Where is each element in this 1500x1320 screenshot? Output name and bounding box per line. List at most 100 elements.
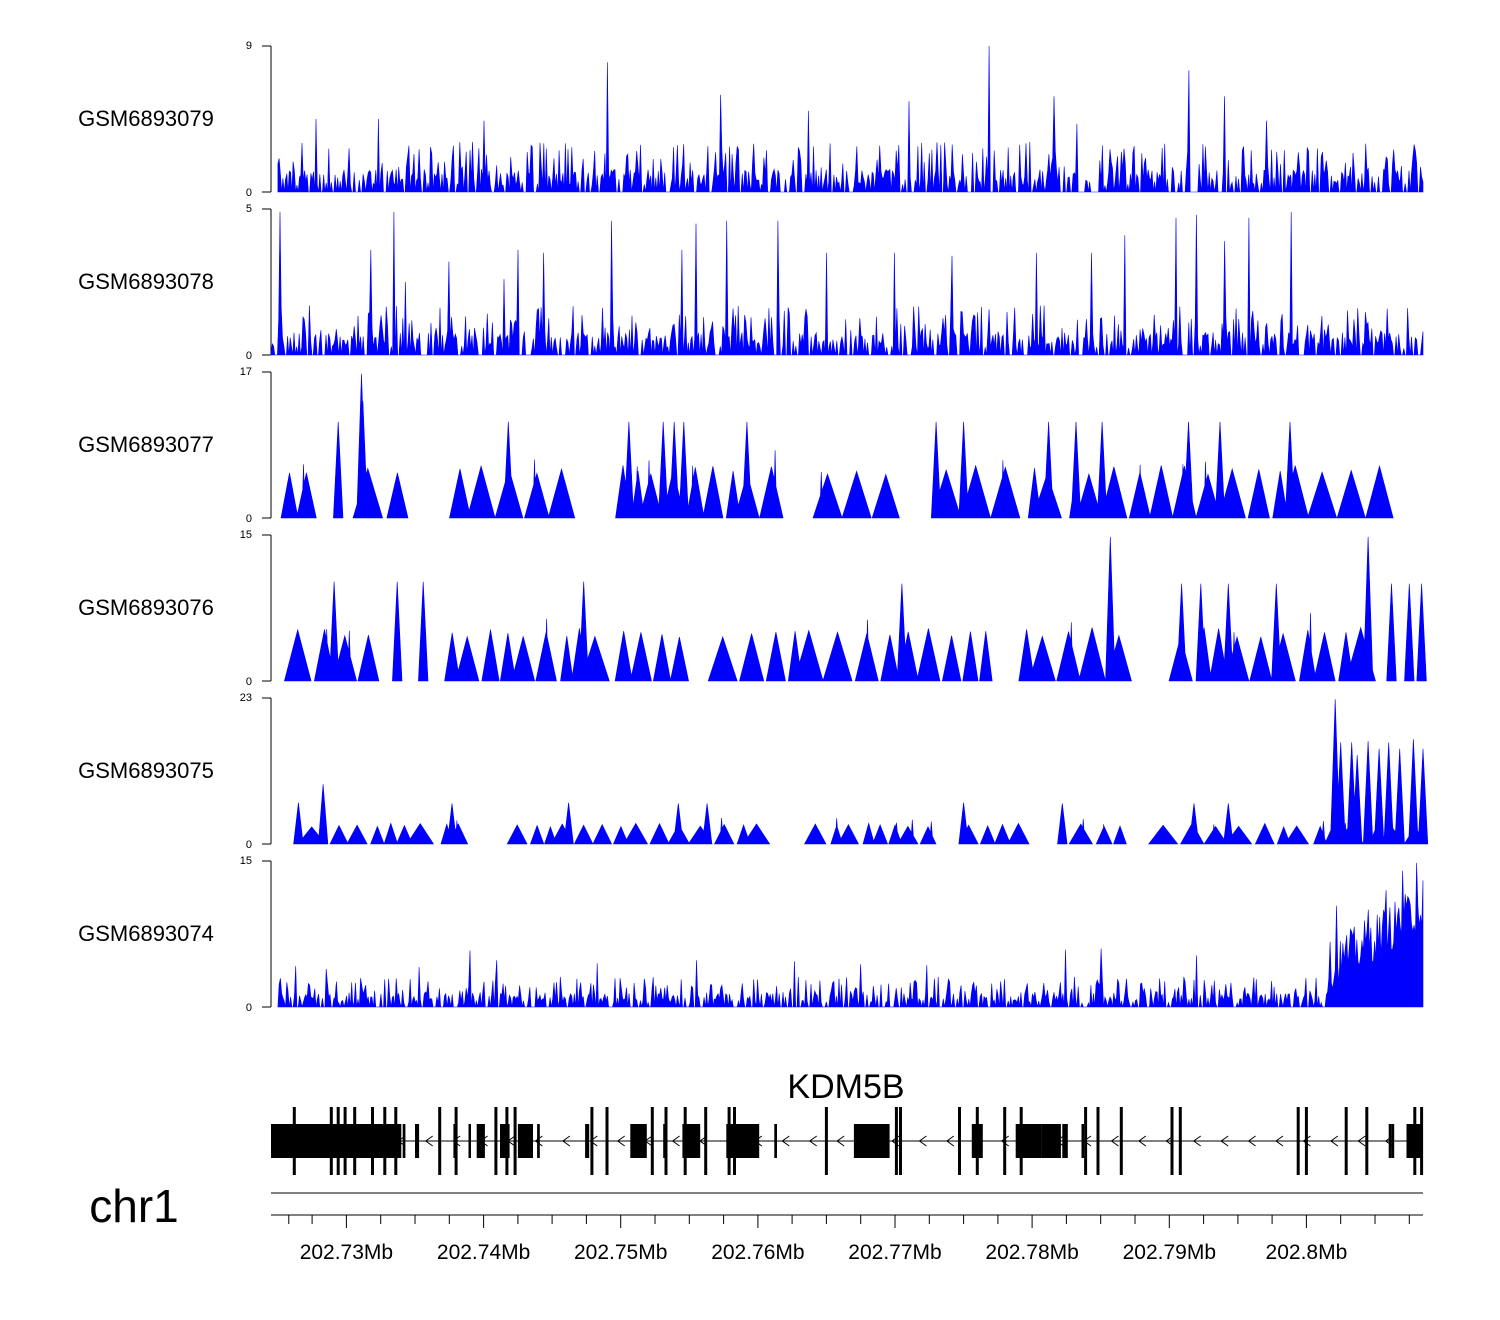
exon — [1081, 1124, 1084, 1158]
track-label: GSM6893077 — [78, 432, 214, 457]
signal-track: GSM6893077 17 0 — [78, 366, 1394, 525]
strand-arrow — [424, 1135, 434, 1147]
signal-track: GSM6893078 5 0 — [78, 203, 1424, 362]
exon — [630, 1124, 647, 1158]
strand-arrow — [1302, 1135, 1311, 1147]
exon-tick — [343, 1107, 347, 1175]
exon-tick — [894, 1107, 898, 1175]
gene-model — [271, 1107, 1424, 1175]
y-tick-label-max: 5 — [246, 203, 252, 215]
signal-area — [293, 699, 1429, 845]
exon — [402, 1124, 406, 1158]
signal-area — [280, 373, 1394, 519]
y-tick-label-max: 15 — [240, 529, 252, 541]
track-label: GSM6893076 — [78, 595, 214, 620]
y-tick-label-max: 23 — [240, 692, 252, 704]
strand-arrow — [1357, 1135, 1366, 1147]
axis-tick-label: 202.74Mb — [437, 1241, 530, 1264]
strand-arrow — [1247, 1135, 1256, 1147]
exon-tick — [704, 1107, 708, 1175]
exon — [1015, 1124, 1042, 1158]
signal-area — [284, 536, 1427, 682]
strand-arrow — [781, 1135, 790, 1147]
exon-tick — [958, 1107, 961, 1175]
exon-tick — [590, 1107, 594, 1175]
gene-track: KDM5B — [271, 1068, 1424, 1175]
signal-track: GSM6893076 15 0 — [78, 529, 1427, 688]
strand-arrow — [534, 1135, 543, 1147]
exon — [853, 1124, 890, 1158]
track-label: GSM6893079 — [78, 106, 214, 131]
exon-tick — [1413, 1107, 1417, 1175]
exon-tick — [1344, 1107, 1348, 1175]
exon — [585, 1124, 590, 1158]
signal-track: GSM6893075 23 0 — [78, 692, 1429, 851]
strand-arrow — [616, 1135, 626, 1147]
exon-tick — [1084, 1107, 1088, 1175]
exon-tick — [1178, 1107, 1182, 1175]
exon — [726, 1124, 760, 1158]
exon — [1062, 1124, 1068, 1158]
track-label: GSM6893078 — [78, 269, 214, 294]
axis-tick-label: 202.77Mb — [848, 1241, 941, 1264]
exon-tick — [1119, 1107, 1123, 1175]
axis-tick-label: 202.76Mb — [711, 1241, 804, 1264]
axis-tick-label: 202.78Mb — [985, 1241, 1078, 1264]
exon — [517, 1124, 533, 1158]
strand-arrow — [1329, 1135, 1339, 1147]
y-tick-label-max: 9 — [246, 40, 252, 52]
chromosome-label: chr1 — [89, 1180, 178, 1232]
exon-tick — [454, 1107, 458, 1175]
exon-tick — [438, 1107, 442, 1175]
exon-tick — [371, 1107, 374, 1175]
exon — [1041, 1124, 1061, 1158]
track-label: GSM6893075 — [78, 758, 214, 783]
genome-axis: chr1 202.73Mb 202.74Mb 202.75Mb 202.76Mb 202… — [89, 1180, 1423, 1264]
strand-arrow — [1110, 1135, 1119, 1147]
strand-arrow — [671, 1135, 680, 1147]
strand-arrow — [836, 1135, 845, 1147]
exon — [1388, 1124, 1392, 1158]
strand-arrow — [1000, 1135, 1010, 1147]
exon-tick — [664, 1107, 668, 1175]
strand-arrow — [452, 1135, 461, 1147]
exon-tick — [394, 1107, 398, 1175]
y-tick-label-min: 0 — [246, 676, 252, 688]
strand-arrow — [561, 1135, 571, 1147]
exon-tick — [1019, 1107, 1023, 1175]
exon-tick — [899, 1107, 902, 1175]
gene-name-label: KDM5B — [787, 1068, 904, 1106]
exon-tick — [1170, 1107, 1174, 1175]
signal-track: GSM6893079 9 0 — [78, 40, 1424, 199]
exon-tick — [727, 1107, 731, 1175]
axis-tick-label: 202.79Mb — [1123, 1241, 1216, 1264]
exon-tick — [292, 1107, 296, 1175]
axis-tick-label: 202.73Mb — [300, 1241, 393, 1264]
exon-tick — [505, 1107, 509, 1175]
exon — [416, 1124, 420, 1158]
exon-tick — [383, 1107, 387, 1175]
exon-tick — [513, 1107, 517, 1175]
axis-tick-label: 202.75Mb — [574, 1241, 667, 1264]
exon-tick — [1296, 1107, 1300, 1175]
exon — [682, 1124, 701, 1158]
exon-tick — [975, 1107, 979, 1175]
y-tick-label-min: 0 — [246, 187, 252, 199]
exon-tick — [733, 1107, 736, 1175]
exon-tick — [1096, 1107, 1100, 1175]
track-label: GSM6893074 — [78, 921, 214, 946]
strand-arrow — [1275, 1135, 1284, 1147]
exon-tick — [1003, 1107, 1007, 1175]
exon-tick — [494, 1107, 498, 1175]
exon-tick — [650, 1107, 654, 1175]
signal-area — [277, 862, 1424, 1009]
strand-arrow — [1192, 1135, 1202, 1147]
strand-arrow — [1137, 1135, 1147, 1147]
y-tick-label-max: 15 — [240, 855, 252, 867]
y-tick-label-max: 17 — [240, 366, 252, 378]
exon — [468, 1124, 471, 1158]
signal-area — [277, 45, 1424, 193]
exon — [476, 1124, 485, 1158]
y-tick-label-min: 0 — [246, 350, 252, 362]
